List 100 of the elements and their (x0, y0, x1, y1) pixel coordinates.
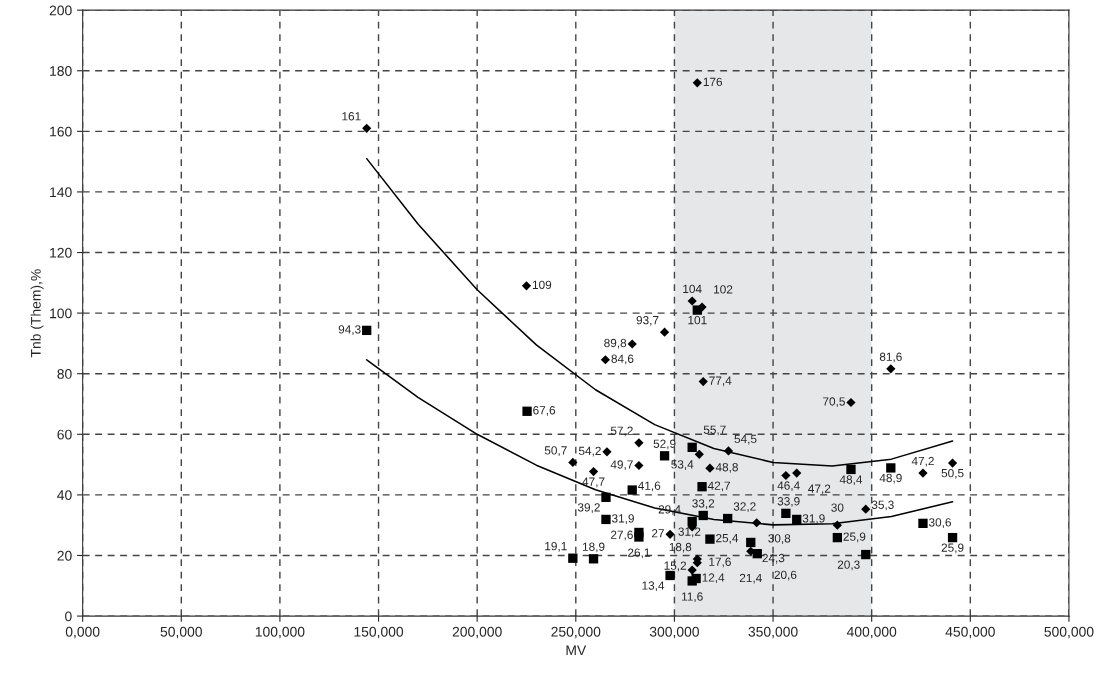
point (634, 460, 644, 471)
point (687, 565, 697, 575)
point (861, 549, 871, 560)
data-label: 25,4 (716, 533, 739, 544)
point (659, 327, 670, 337)
point (659, 451, 670, 461)
data-label: 15,2 (664, 561, 687, 572)
y-tick-label: 200 (49, 5, 72, 16)
data-label: 25,9 (941, 543, 964, 554)
data-label: 35,3 (871, 500, 894, 511)
point (687, 576, 697, 586)
point (602, 447, 612, 457)
point (918, 468, 928, 478)
data-label: 21,4 (739, 573, 762, 584)
data-label: 20,6 (774, 570, 797, 581)
point (698, 376, 708, 387)
point (886, 364, 896, 374)
x-axis-title: MV (566, 645, 587, 656)
y-axis-title: Tnb (Them),% (30, 269, 44, 358)
data-label: 17,6 (709, 557, 731, 568)
data-label: 104 (683, 284, 702, 294)
point (792, 468, 802, 478)
data-label: 49,7 (610, 460, 633, 471)
x-tick-label: 500,000 (1044, 626, 1094, 639)
x-tick-label: 400,000 (846, 626, 897, 639)
point (947, 532, 958, 543)
point (568, 457, 578, 468)
point (694, 449, 704, 459)
point (723, 446, 734, 456)
data-label: 27,6 (610, 530, 633, 541)
y-tick-label: 120 (50, 247, 72, 258)
data-label: 54,5 (734, 434, 757, 445)
x-tick-label: 300,000 (649, 626, 699, 639)
data-label: 53,4 (671, 460, 694, 470)
data-label: 55,7 (703, 425, 726, 436)
point (627, 339, 637, 349)
data-label: 25,9 (843, 532, 866, 543)
data-label: 48,8 (715, 463, 738, 473)
data-label: 46,4 (777, 481, 800, 492)
y-tick-label: 140 (50, 187, 72, 198)
data-label: 50,7 (544, 446, 567, 456)
data-label: 102 (714, 285, 733, 294)
point (588, 466, 599, 477)
x-tick-label: 100,000 (255, 626, 305, 639)
point (362, 123, 372, 133)
data-label: 47,7 (582, 477, 605, 488)
point (687, 516, 697, 527)
point (687, 296, 697, 306)
data-label: 19,1 (545, 541, 567, 552)
point (723, 513, 733, 524)
point (634, 438, 644, 448)
point (792, 514, 802, 525)
data-label: 31,9 (611, 514, 634, 524)
data-label: 30,8 (768, 534, 791, 544)
data-label: 31,2 (678, 527, 701, 538)
point (697, 482, 707, 492)
data-label: 47,2 (911, 456, 934, 467)
point (698, 510, 708, 521)
data-label: 89,8 (604, 338, 627, 349)
point (634, 532, 644, 542)
x-tick-label: 50,000 (160, 626, 202, 639)
data-label: 39,2 (577, 503, 600, 513)
data-label: 176 (703, 77, 723, 87)
data-label: 33,9 (777, 497, 800, 507)
point (752, 518, 762, 528)
data-label: 50,5 (941, 468, 964, 479)
data-label: 12,4 (702, 573, 725, 584)
point (705, 463, 715, 473)
point (522, 406, 532, 416)
y-tick-label: 100 (50, 308, 72, 319)
y-tick-label: 80 (57, 369, 72, 379)
data-label: 32,2 (733, 502, 756, 513)
x-tick-label: 350,000 (748, 626, 798, 639)
y-tick-label: 180 (50, 66, 72, 76)
data-label: 13,4 (642, 581, 665, 592)
data-label: 42,7 (707, 481, 730, 492)
data-label: 27 (651, 529, 664, 538)
data-label: 109 (532, 280, 552, 290)
point (521, 281, 532, 291)
data-label: 47,2 (808, 484, 831, 495)
data-label: 101 (688, 315, 707, 325)
x-tick-label: 450,000 (945, 626, 995, 639)
data-label: 24,3 (762, 553, 785, 564)
point (846, 397, 856, 408)
data-label: 48,9 (879, 473, 902, 484)
point (568, 553, 578, 563)
data-label: 161 (342, 112, 361, 121)
point (886, 463, 896, 473)
point (601, 492, 611, 502)
x-tick-label: 150,000 (354, 626, 404, 639)
point (752, 549, 762, 559)
y-tick-label: 40 (57, 490, 72, 501)
point (832, 520, 842, 530)
point (746, 537, 756, 548)
point (781, 470, 791, 481)
data-label: 54,2 (578, 446, 601, 457)
point (705, 534, 715, 544)
point (947, 458, 958, 468)
data-label: 30,6 (928, 518, 951, 528)
data-label: 30 (831, 503, 844, 512)
